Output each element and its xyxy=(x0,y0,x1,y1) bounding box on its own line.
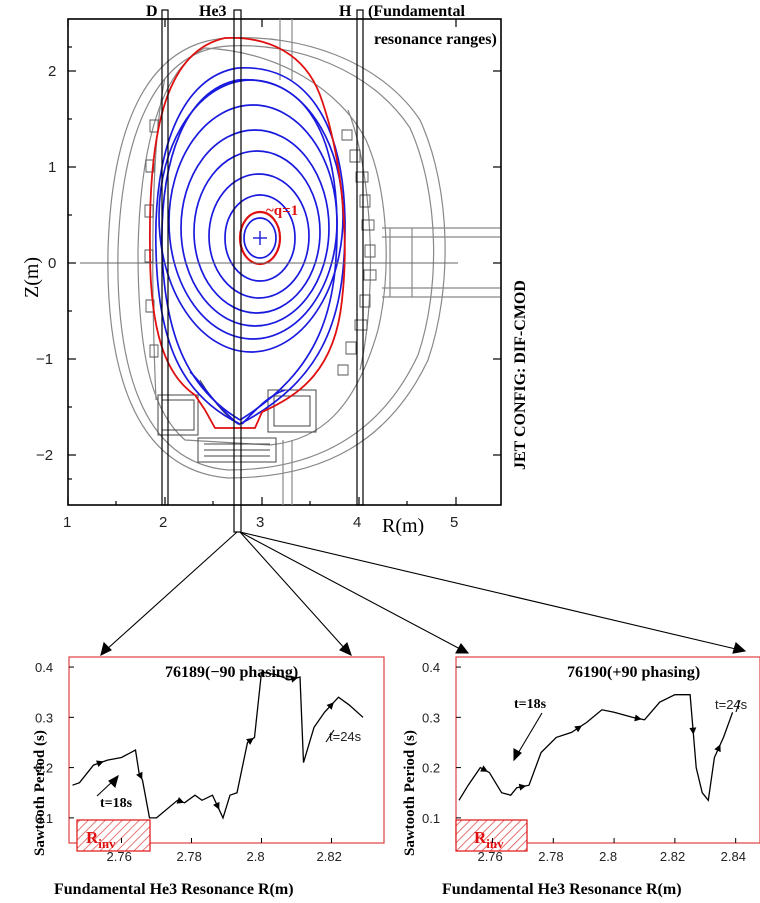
r-tick-1: 1 xyxy=(63,514,71,531)
h-resonance-band xyxy=(356,9,364,506)
left-x-axis-label: Fundamental He3 Resonance R(m) xyxy=(54,881,294,898)
z-tick-0: 0 xyxy=(48,255,56,272)
z-axis-label: Z(m) xyxy=(21,257,43,298)
left-x-tick-label: 2.8 xyxy=(247,849,265,864)
r-tick-4: 4 xyxy=(353,514,361,531)
left-direction-arrow xyxy=(290,675,299,683)
right-x-tick-label: 2.76 xyxy=(477,849,502,864)
left-y-tick-label: 0.4 xyxy=(35,660,53,675)
right-direction-arrow xyxy=(714,744,721,753)
jet-config-label: JET CONFIG: DIF-CMOD xyxy=(512,280,529,470)
z-tick-minus1: −1 xyxy=(36,351,53,368)
resonance-note-line1: (Fundamental xyxy=(368,3,465,20)
right-y-tick-label: 0.3 xyxy=(422,710,440,725)
right-chart-marks: 0.4 0.3 0.2 0.1 2.76 2.78 2.8 2.82 2.84 xyxy=(422,660,746,864)
r-axis-label: R(m) xyxy=(382,515,424,537)
right-direction-arrow xyxy=(518,783,527,791)
left-direction-arrow xyxy=(176,797,185,804)
right-chart-frame xyxy=(455,656,760,844)
he3-resonance-band xyxy=(233,9,242,533)
left-t-start-label: t=18s xyxy=(100,796,133,811)
last-closed-flux-surface xyxy=(148,37,346,429)
left-y-tick-label: 0.3 xyxy=(35,710,53,725)
left-direction-arrow xyxy=(96,760,104,768)
right-direction-arrow xyxy=(574,725,583,733)
equilibrium-plot: 2 1 0 −1 −2 1 2 3 4 5 R(m) Z(m) JET CONF… xyxy=(21,3,529,537)
r-tick-5: 5 xyxy=(450,514,458,531)
right-x-tick-label: 2.78 xyxy=(538,849,563,864)
right-sawtooth-chart: Rinv 0.4 0.3 0.2 0.1 2.76 2.78 2.8 2.82 2.84 761… xyxy=(402,656,760,898)
left-t-end-label: t=24s xyxy=(329,729,362,744)
equilibrium-tick-marks xyxy=(67,19,501,505)
left-y-tick-label: 0.1 xyxy=(35,811,53,826)
right-t-start-label: t=18s xyxy=(514,697,547,712)
right-direction-arrow xyxy=(480,765,488,772)
right-rinv-label: Rinv xyxy=(474,828,504,851)
right-direction-arrow xyxy=(634,714,642,722)
right-x-tick-label: 2.8 xyxy=(599,849,617,864)
right-x-tick-label: 2.82 xyxy=(660,849,685,864)
h-band-label: H xyxy=(339,3,352,20)
left-chart-marks: 0.4 0.3 0.2 0.1 2.76 2.78 2.8 2.82 xyxy=(35,660,364,864)
equilibrium-frame xyxy=(67,18,502,506)
left-chart-frame xyxy=(68,656,385,844)
resonance-bands xyxy=(161,9,364,533)
r-tick-2: 2 xyxy=(159,514,167,531)
left-x-tick-label: 2.76 xyxy=(107,849,132,864)
left-direction-arrow xyxy=(326,702,334,710)
right-y-axis-label: Sawtooth Period (s) xyxy=(402,730,418,856)
right-x-tick-label: 2.84 xyxy=(721,849,746,864)
flux-surfaces xyxy=(154,67,346,425)
z-tick-2: 2 xyxy=(48,63,56,80)
connector-arrows xyxy=(100,531,747,657)
q1-surface xyxy=(238,210,282,266)
left-annotation-arrows xyxy=(96,729,335,797)
d-band-label: D xyxy=(146,3,158,20)
right-x-axis-label: Fundamental He3 Resonance R(m) xyxy=(442,881,682,898)
right-direction-arrow xyxy=(689,727,697,735)
right-t-end-label: t=24s xyxy=(715,697,748,712)
left-rinv-label: Rinv xyxy=(86,828,116,851)
r-tick-3: 3 xyxy=(256,514,264,531)
magnetic-axis-marker xyxy=(253,231,267,245)
right-series-line xyxy=(458,694,734,802)
right-y-tick-label: 0.4 xyxy=(422,660,440,675)
left-y-tick-label: 0.2 xyxy=(35,761,53,776)
left-direction-arrow xyxy=(213,801,220,810)
left-direction-arrow xyxy=(246,737,254,745)
right-annotation-arrows xyxy=(513,699,741,762)
he3-band-label: He3 xyxy=(199,3,227,20)
left-sawtooth-chart: Rinv 0.4 0.3 0.2 0.1 2.76 2.78 2.8 2.82 76189(−… xyxy=(32,656,385,898)
right-rinv-box xyxy=(455,819,528,852)
left-y-axis-label: Sawtooth Period (s) xyxy=(32,730,48,856)
z-tick-minus2: −2 xyxy=(36,447,53,464)
right-y-tick-label: 0.1 xyxy=(422,811,440,826)
right-chart-title: 76190(+90 phasing) xyxy=(567,664,700,681)
left-direction-arrow xyxy=(136,771,143,780)
left-x-tick-label: 2.82 xyxy=(317,849,342,864)
left-chart-title: 76189(−90 phasing) xyxy=(165,664,298,681)
vessel-outlines xyxy=(107,37,446,479)
left-x-tick-label: 2.78 xyxy=(177,849,202,864)
z-tick-1: 1 xyxy=(48,159,56,176)
right-y-tick-label: 0.2 xyxy=(422,761,440,776)
resonance-note-line2: resonance ranges) xyxy=(374,31,497,48)
q1-label: ~q=1 xyxy=(266,203,298,219)
left-rinv-box xyxy=(76,819,151,852)
